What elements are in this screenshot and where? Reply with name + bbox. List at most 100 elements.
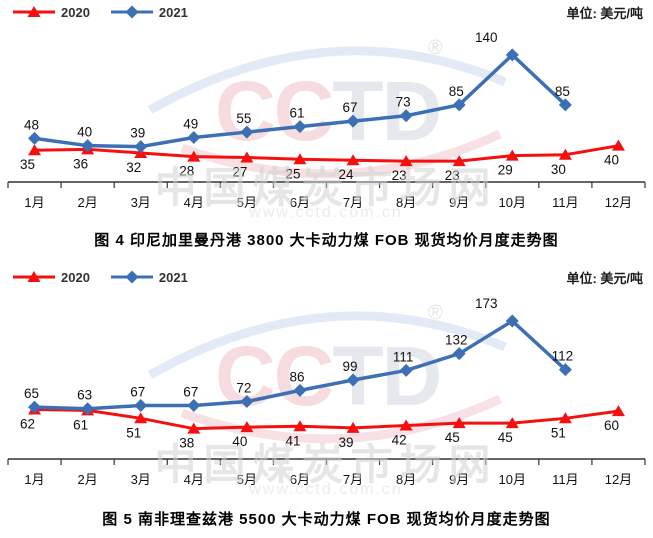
value-label: 27 [232,164,247,179]
figure-4-legend: 2020 2021 [12,5,188,20]
x-axis-month-label: 1月 [24,472,44,487]
diamond-marker-icon [452,98,466,112]
diamond-marker-icon [346,373,360,387]
diamond-marker-icon [187,399,201,413]
diamond-marker-icon [28,131,42,145]
figure-5-unit-label: 单位: 美元/吨 [566,270,643,286]
value-label: 36 [73,156,88,171]
value-label: 112 [552,349,574,364]
triangle-marker-icon [452,417,466,429]
value-label: 85 [555,84,570,99]
legend-label: 2021 [158,269,188,285]
triangle-marker-icon [134,412,148,424]
triangle-legend-icon [13,6,55,17]
value-label: 24 [339,167,355,182]
value-label: 41 [285,433,300,448]
figure-5-legend: 2020 2021 [12,270,188,285]
diamond-marker-icon [134,140,148,154]
figure-4-title: 图 4 印尼加里曼丹港 3800 大卡动力煤 FOB 现货均价月度走势图 [94,232,559,249]
x-axis-month-label: 7月 [343,195,363,210]
value-label: 111 [393,349,414,364]
value-label: 61 [289,106,304,121]
triangle-marker-icon [611,405,625,417]
diamond-marker-icon [240,395,254,409]
triangle-marker-icon [558,412,572,424]
figure-5-title: 图 5 南非理查兹港 5500 大卡动力煤 FOB 现货均价月度走势图 [102,511,551,528]
value-label: 67 [183,385,198,400]
value-label: 42 [392,432,407,447]
value-label: 23 [445,168,460,183]
figure-4-plot: CCTD ® 1月 2月 3月 4月 5月 6月 7月 8月 9月 10月 11月 12月 35 36 32 28… [7,30,646,220]
x-axis-month-label: 4月 [184,195,204,210]
value-label: 28 [179,164,194,179]
x-axis-month-label: 4月 [184,472,204,487]
value-label: 62 [20,417,35,432]
figure-5-plot: CCTD® 1月 2月 3月 4月 5月 6月 7月 8月 9月 10月 11月 12月 62 61 51 38… [7,296,646,498]
value-label: 35 [20,157,35,172]
diamond-marker-icon [558,98,572,112]
legend-item-2020: 2020 [12,270,90,285]
diamond-legend-icon [110,5,153,19]
x-axis-month-label: 10月 [499,472,526,487]
value-label: 49 [183,117,198,132]
x-axis-month-label: 3月 [131,195,151,210]
x-axis-month-label: 7月 [343,472,363,487]
value-label: 63 [77,388,92,403]
value-label: 73 [396,95,411,110]
value-label: 30 [551,162,566,177]
diamond-marker-icon [452,347,466,361]
diamond-marker-icon [125,5,139,19]
triangle-legend-icon [13,271,55,282]
diamond-marker-icon [81,139,95,153]
x-axis-month-label: 1月 [24,195,44,210]
diamond-marker-icon [505,48,519,62]
value-label: 86 [289,369,304,384]
series-2021: 48 40 39 49 55 61 67 73 85 140 85 [24,30,572,154]
legend-label: 2020 [61,4,90,20]
diamond-marker-icon [240,125,254,139]
x-axis-month-label: 11月 [552,195,579,210]
site-url-watermark: www.cctd.com.cn [248,204,403,220]
x-axis-month-label: 12月 [605,472,632,487]
triangle-marker-icon [187,422,201,434]
diamond-marker-icon [399,109,413,123]
value-label: 40 [77,125,92,140]
registered-mark-icon: ® [428,37,443,59]
diamond-marker-icon [399,363,413,377]
x-axis-month-label: 8月 [396,195,416,210]
legend-label: 2020 [61,269,90,285]
value-label: 72 [236,381,251,396]
x-axis-month-label: 2月 [78,472,98,487]
x-axis: 1月 2月 3月 4月 5月 6月 7月 8月 9月 10月 11月 12月 [7,181,646,210]
figure-5-chart: 2020 2021 单位: 美元/吨 CCTD ® 1月 2月 3月 4月 5月 6月 7月 8月 9… [0,265,653,536]
site-url-watermark: www.cctd.com.cn [248,481,403,498]
value-label: 29 [498,163,513,178]
x-axis-month-label: 5月 [237,472,257,487]
value-label: 25 [285,166,300,181]
value-label: 67 [343,100,358,115]
legend-label: 2021 [158,4,188,20]
diamond-marker-icon [293,383,307,397]
triangle-marker-icon [399,155,413,167]
diamond-marker-icon [28,400,42,414]
triangle-marker-icon [558,148,572,160]
triangle-marker-icon [399,419,413,431]
triangle-marker-icon [293,420,307,432]
triangle-marker-icon [611,139,625,151]
site-name-watermark: 中国煤炭市场网 [154,441,497,488]
diamond-marker-icon [558,363,572,377]
triangle-marker-icon [240,421,254,433]
x-axis-month-label: 9月 [449,472,469,487]
diamond-marker-icon [346,114,360,128]
value-label: 67 [130,385,145,400]
value-label: 40 [232,434,247,449]
value-label: 48 [24,117,39,132]
legend-item-2021: 2021 [110,5,188,20]
series-line-2020 [34,408,619,431]
x-axis-month-label: 2月 [78,195,98,210]
value-label: 40 [604,153,619,168]
diamond-marker-icon [505,314,519,328]
value-label: 51 [551,425,566,440]
value-label: 61 [73,417,88,432]
